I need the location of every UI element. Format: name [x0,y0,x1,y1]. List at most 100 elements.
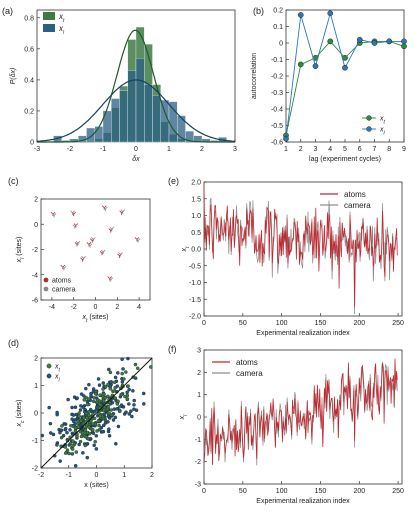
scatter-point-x_l [115,407,119,411]
y-tick-label: -0.1 [271,57,283,64]
scatter-point-x_l [127,387,131,392]
y-tick-label: -0.3 [271,90,283,97]
position-marker-camera [81,256,86,261]
series-line-atoms [203,183,398,308]
scatter-point-x_t [97,423,101,428]
legend-marker [43,277,49,283]
panel-label: (f) [168,344,177,354]
scatter-point-x_l [59,428,64,433]
y-tick-label: 2 [197,370,201,377]
hist-bar-x_l [119,90,128,143]
scatter-point-x_t [120,371,124,376]
scatter-point-x_t [118,405,122,409]
hist-bar-x_l [111,98,120,143]
y-tick-label: 0.4 [24,77,34,84]
scatter-point-x_l [101,381,105,385]
scatter-point-x_t [105,407,110,412]
x-tick-label: 50 [239,488,247,495]
panel-label: (a) [2,6,13,16]
legend-swatch [43,12,55,20]
data-point-x_t [401,43,407,50]
panel-label: (d) [8,338,19,348]
legend-marker [366,115,372,121]
x-tick-label: 0 [202,320,206,327]
scatter-point-x_t [112,380,117,385]
x-tick-label: 2 [200,146,204,153]
scatter-point-x_l [113,375,118,380]
position-marker-camera [120,209,126,214]
scatter-point-x_l [70,452,75,456]
y-axis-label: autocorrelation [251,53,258,99]
scatter-point-x_l [48,421,53,426]
hist-bar-x_l [144,84,153,143]
scatter-point-x_t [87,425,91,429]
x-tick-label: 9 [402,146,406,153]
scatter-point-x_t [125,397,130,401]
scatter-point-x_l [62,422,66,426]
x-tick-label: 150 [315,488,327,495]
data-point-x_t [297,61,304,68]
x-tick-label: 8 [387,146,391,153]
y-tick-label: 0.2 [24,108,34,115]
scatter-point-x_l [77,442,81,447]
data-point-x_l [371,40,378,46]
scatter-point-x_l [58,459,62,463]
scatter-point-x_t [98,393,102,397]
scatter-point-x_l [71,413,76,417]
scatter-point-x_t [108,386,113,391]
legend-label: xt [379,116,386,126]
position-marker-camera [61,266,67,271]
scatter-point-x_t [80,430,85,435]
y-axis-label: xl [179,414,189,421]
x-tick-label: 200 [353,488,365,495]
data-point-x_l [283,135,289,142]
scatter-point-x_t [123,394,127,399]
x-tick-label: 7 [373,146,377,153]
scatter-point-x_t [91,422,95,426]
x-tick-label: -1 [100,146,106,153]
y-tick-label: -2 [32,247,38,254]
x-tick-label: -1 [66,472,72,479]
data-point-x_l [386,38,393,45]
hist-bar-x_l [86,127,95,143]
x-tick-label: 2 [115,304,119,311]
x-tick-label: -3 [34,146,40,153]
x-tick-label: 200 [353,320,365,327]
position-marker-camera [72,224,78,229]
y-axis-label: xc (sites) [16,400,26,428]
panel-e: 0 50 100 150 200 250 -2.0 -1.5 -1.0 -0.5 0.0 0.5 1.0… [168,176,404,337]
x-tick-label: 5 [343,146,347,153]
data-point-x_l [401,38,407,45]
y-tick-label: -0.5 [189,263,201,270]
x-tick-label: 0 [94,304,98,311]
scatter-point-x_t [82,415,86,420]
position-marker-camera [87,243,93,248]
fit-curve-x_t [37,29,235,143]
y-tick-label: -0.4 [271,107,283,114]
x-tick-label: 250 [392,320,404,327]
scatter-point-x_t [101,387,105,391]
scatter-point-x_l [106,420,110,424]
y-tick-label: 0 [30,140,34,147]
x-tick-label: -2 [71,304,77,311]
scatter-point-x_t [71,439,75,443]
scatter-point-x_l [113,415,118,420]
scatter-point-x_t [91,399,96,404]
scatter-point-x_t [79,434,84,439]
x-tick-label: 1 [122,472,126,479]
scatter-point-x_t [149,365,153,369]
scatter-point-x_t [82,398,86,402]
x-tick-label: 100 [276,320,288,327]
scatter-point-x_t [112,389,117,393]
scatter-point-x_t [124,370,128,374]
scatter-point-x_l [102,423,106,428]
scatter-point-x_l [82,394,86,398]
scatter-point-x_t [92,416,97,421]
scatter-point-x_t [109,413,114,417]
x-tick-label: 1 [284,146,288,153]
x-tick-label: 100 [276,488,288,495]
x-tick-label: 2 [150,472,154,479]
scatter-point-x_l [109,380,113,384]
